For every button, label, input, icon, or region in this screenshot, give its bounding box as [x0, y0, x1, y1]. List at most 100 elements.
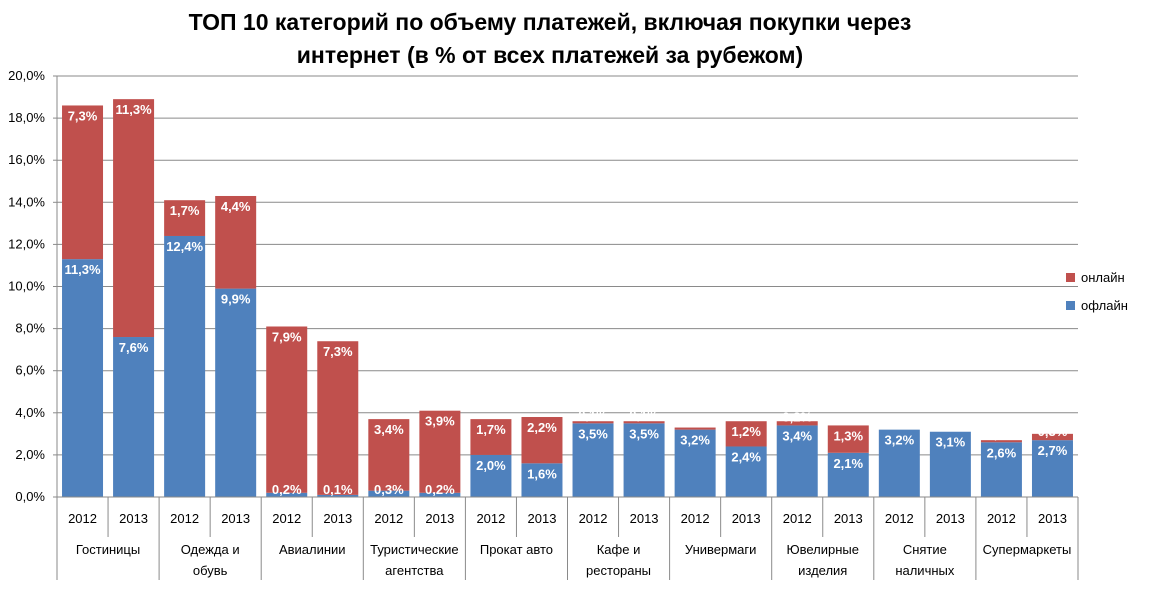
data-label-offline: 3,5% — [578, 426, 608, 441]
bar-online — [113, 99, 155, 338]
x-year-label: 2013 — [936, 511, 965, 526]
y-tick-label: 2,0% — [15, 447, 45, 462]
x-year-label: 2012 — [170, 511, 199, 526]
bar-offline — [827, 452, 869, 497]
data-label-online: 2,2% — [527, 420, 557, 435]
bar-online — [62, 105, 104, 260]
bar-online — [623, 421, 665, 424]
chart-title-line1: ТОП 10 категорий по объему платежей, вкл… — [188, 9, 912, 35]
bar-online — [725, 421, 767, 447]
data-label-online: 3,9% — [425, 414, 455, 429]
data-label-online: 11,3% — [115, 102, 152, 117]
x-year-label: 2012 — [885, 511, 914, 526]
legend-label-offline: офлайн — [1081, 297, 1128, 313]
bar-offline — [62, 259, 104, 497]
x-year-label: 2013 — [834, 511, 863, 526]
bar-online — [215, 195, 257, 289]
y-tick-label: 6,0% — [15, 363, 45, 378]
data-label-online: 7,3% — [68, 108, 98, 123]
x-category-label: наличных — [895, 563, 955, 578]
legend-swatch-online — [1066, 272, 1075, 282]
bar-offline — [1031, 440, 1073, 497]
bar-online — [419, 410, 461, 493]
x-year-label: 2012 — [681, 511, 710, 526]
data-label-offline: 7,6% — [119, 340, 149, 355]
bar-offline — [572, 423, 614, 497]
x-category-label: обувь — [193, 563, 228, 578]
bar-offline — [725, 446, 767, 497]
x-category-label: Ювелирные — [786, 542, 859, 557]
y-tick-label: 18,0% — [8, 110, 45, 125]
bar-offline — [929, 431, 971, 497]
bar-online — [776, 421, 818, 426]
data-label-offline: 3,2% — [680, 433, 710, 448]
data-label-online: 0,3% — [1038, 424, 1068, 439]
bar-online — [827, 425, 869, 453]
data-label-online: 3,4% — [374, 422, 404, 437]
bar-online — [980, 440, 1022, 443]
bar-online — [470, 419, 512, 455]
bar-offline — [470, 454, 512, 497]
data-label-offline: 3,2% — [885, 433, 915, 448]
data-label-offline: 12,4% — [166, 239, 203, 254]
data-label-online: 1,2% — [731, 424, 761, 439]
data-label-offline: 3,4% — [782, 428, 812, 443]
y-tick-label: 12,0% — [8, 236, 45, 251]
y-tick-label: 16,0% — [8, 152, 45, 167]
data-label-offline: 11,3% — [64, 262, 101, 277]
x-year-label: 2013 — [425, 511, 454, 526]
legend-label-online: онлайн — [1081, 269, 1125, 285]
data-label-online: 0,1% — [680, 414, 710, 429]
bar-offline — [980, 442, 1022, 497]
x-year-label: 2013 — [732, 511, 761, 526]
x-category-label: Прокат авто — [480, 542, 553, 557]
data-label-online: 0,0% — [936, 416, 966, 431]
x-category-label: Гостиницы — [76, 542, 140, 557]
bar-offline — [878, 429, 920, 497]
bar-online — [164, 200, 206, 236]
x-year-label: 2012 — [579, 511, 608, 526]
x-category-label: Одежда и — [181, 542, 240, 557]
y-tick-label: 10,0% — [8, 279, 45, 294]
x-category-label: агентства — [385, 563, 444, 578]
x-year-label: 2012 — [68, 511, 97, 526]
data-label-offline: 0,2% — [425, 482, 455, 497]
data-label-offline: 3,5% — [629, 426, 659, 441]
data-label-online: 0,1% — [629, 407, 659, 422]
bar-online — [521, 417, 563, 464]
data-label-online: 7,3% — [323, 344, 353, 359]
data-label-online: 0,1% — [987, 426, 1017, 441]
x-category-label: Авиалинии — [279, 542, 346, 557]
data-label-online: 0,1% — [578, 407, 608, 422]
x-year-label: 2012 — [374, 511, 403, 526]
bar-offline — [368, 490, 410, 497]
bar-offline — [164, 235, 206, 498]
x-category-label: Туристические — [370, 542, 458, 557]
bar-online — [1031, 433, 1073, 441]
bar-online — [572, 421, 614, 424]
bar-online — [368, 419, 410, 491]
data-label-online: 4,4% — [221, 199, 251, 214]
data-label-online: 0,2% — [782, 409, 812, 424]
x-category-label: Универмаги — [685, 542, 757, 557]
data-label-offline: 0,3% — [374, 482, 404, 497]
x-year-label: 2013 — [528, 511, 557, 526]
bar-offline — [317, 494, 359, 497]
x-category-label: Кафе и — [597, 542, 641, 557]
bar-offline — [776, 425, 818, 497]
bar-offline — [266, 492, 308, 497]
data-label-offline: 1,6% — [527, 466, 557, 481]
data-label-offline: 2,7% — [1038, 443, 1068, 458]
x-year-label: 2013 — [630, 511, 659, 526]
x-category-label: Супермаркеты — [983, 542, 1072, 557]
x-year-label: 2012 — [987, 511, 1016, 526]
legend-swatch-offline — [1066, 300, 1075, 310]
legend-item-online: онлайн — [1066, 268, 1128, 286]
data-label-offline: 2,4% — [731, 449, 761, 464]
data-label-offline: 3,1% — [936, 435, 966, 450]
data-label-offline: 9,9% — [221, 292, 251, 307]
y-tick-label: 8,0% — [15, 321, 45, 336]
bar-offline — [674, 429, 716, 497]
y-tick-label: 0,0% — [15, 489, 45, 504]
